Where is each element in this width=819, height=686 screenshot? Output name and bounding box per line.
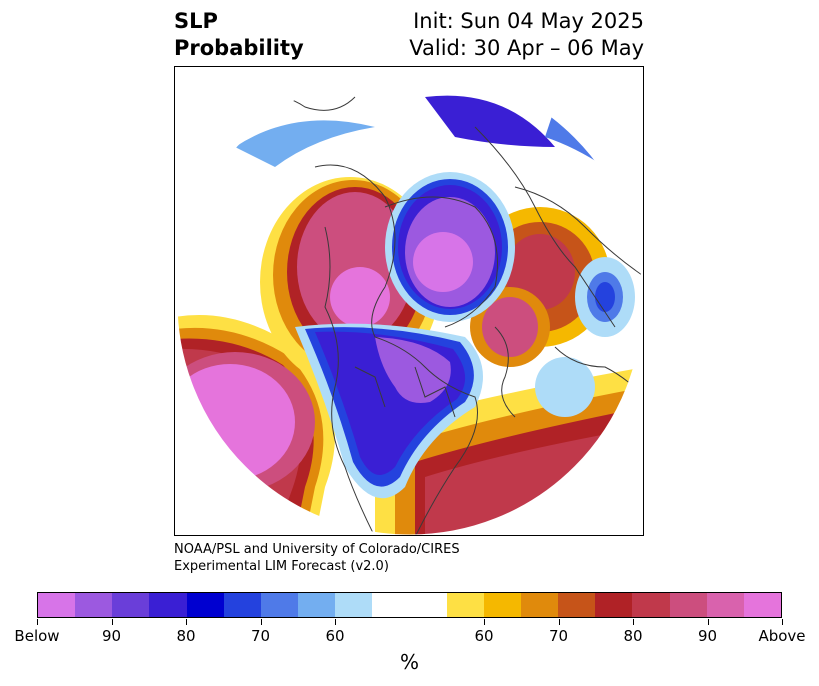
colorbar-tick-label: 70 [250, 627, 271, 645]
colorbar-swatch [186, 593, 224, 617]
colorbar-swatch [483, 593, 522, 617]
colorbar-tick-label: 60 [474, 627, 494, 645]
credit-line2: Experimental LIM Forecast (v2.0) [174, 559, 389, 574]
colorbar-tick-label: 80 [176, 627, 196, 645]
colorbar-swatch [521, 593, 559, 617]
coastlines [234, 86, 643, 535]
colorbar-swatch [260, 593, 299, 617]
probability-map [174, 66, 644, 536]
colorbar-tickmark [484, 619, 485, 625]
colorbar-tick-label: Above [758, 627, 806, 645]
colorbar-swatch [38, 593, 76, 617]
title-variable: SLP [174, 9, 218, 33]
valid-dates: Valid: 30 Apr – 06 May [409, 36, 644, 60]
colorbar-tickmark [633, 619, 634, 625]
colorbar-swatch [632, 593, 670, 617]
colorbar-bar [37, 592, 782, 618]
title-right: Init: Sun 04 May 2025 Valid: 30 Apr – 06… [409, 8, 644, 62]
north-america-low [295, 323, 483, 499]
colorbar-swatch [372, 593, 447, 617]
colorbar-tickmark [260, 619, 262, 625]
colorbar-tickmark [111, 619, 113, 625]
colorbar: Below 90 80 70 60 60 70 80 90 Above [14, 592, 806, 645]
colorbar-tick-label: 80 [623, 627, 643, 645]
colorbar-swatch [669, 593, 707, 617]
colorbar-tickmark [707, 619, 709, 625]
colorbar-swatch [706, 593, 744, 617]
colorbar-swatch [298, 593, 336, 617]
colorbar-tickmark [335, 619, 336, 625]
colorbar-swatch [335, 593, 373, 617]
title-type: Probability [174, 36, 304, 60]
colorbar-swatch [223, 593, 261, 617]
colorbar-tick-label: 60 [325, 627, 345, 645]
colorbar-tickmark [37, 619, 38, 625]
init-date: Init: Sun 04 May 2025 [413, 9, 644, 33]
europe-low [535, 257, 635, 417]
colorbar-tick-label: 90 [101, 627, 122, 645]
colorbar-swatch [112, 593, 150, 617]
colorbar-swatch [558, 593, 596, 617]
arctic-low [385, 172, 515, 322]
map-svg [176, 68, 643, 535]
title-left: SLP Probability [174, 8, 304, 62]
colorbar-tickmark [558, 619, 560, 625]
colorbar-tick-label: 70 [548, 627, 569, 645]
colorbar-ticks: Below 90 80 70 60 60 70 80 90 Above [14, 619, 806, 649]
colorbar-tick-label: 90 [697, 627, 718, 645]
colorbar-tickmark [782, 619, 783, 625]
colorbar-swatch [149, 593, 187, 617]
colorbar-swatch [595, 593, 633, 617]
colorbar-units: % [399, 650, 419, 674]
colorbar-tickmark [186, 619, 187, 625]
colorbar-swatch [446, 593, 484, 617]
colorbar-swatch [743, 593, 782, 617]
credit-line1: NOAA/PSL and University of Colorado/CIRE… [174, 542, 460, 557]
colorbar-swatch [75, 593, 113, 617]
credit: NOAA/PSL and University of Colorado/CIRE… [174, 541, 460, 575]
colorbar-tick-label: Below [14, 627, 60, 645]
